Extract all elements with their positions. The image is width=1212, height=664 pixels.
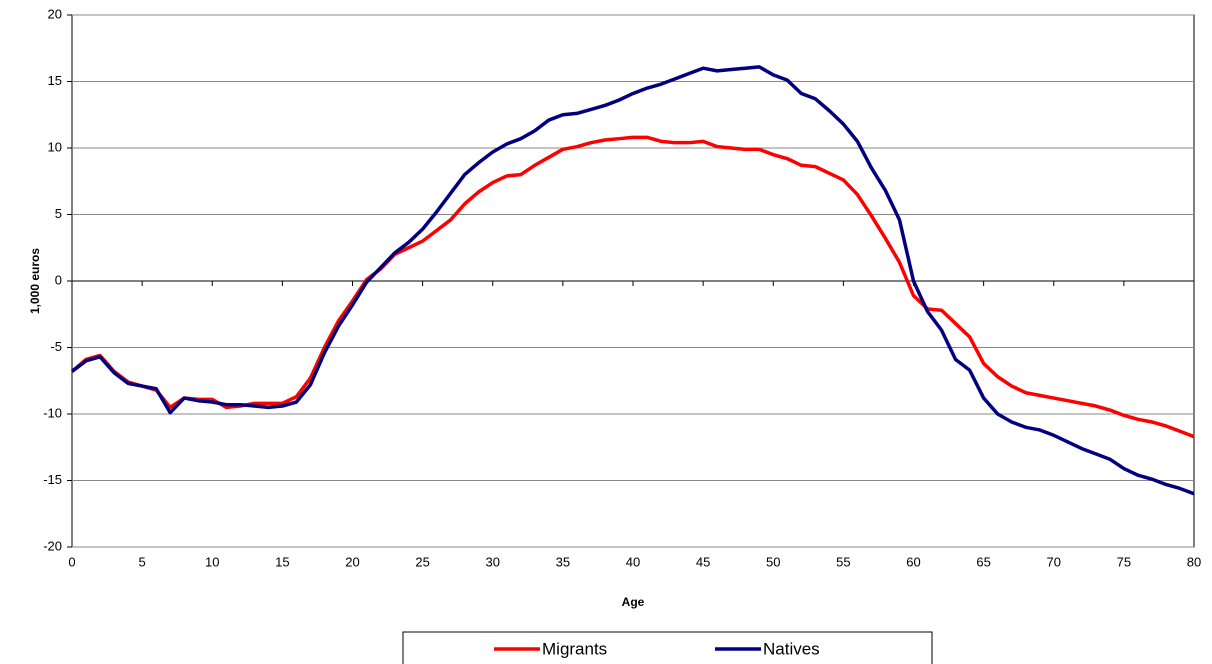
x-tick-label: 75 <box>1117 554 1131 569</box>
legend-box <box>402 631 933 664</box>
x-tick-label: 70 <box>1047 554 1061 569</box>
x-tick-label: 35 <box>556 554 570 569</box>
legend-label: Migrants <box>542 639 607 658</box>
y-axis-label: 1,000 euros <box>28 248 42 314</box>
x-tick-label: 15 <box>275 554 289 569</box>
x-tick-label: 25 <box>415 554 429 569</box>
x-tick-label: 45 <box>696 554 710 569</box>
y-tick-label: -5 <box>50 339 62 354</box>
x-tick-label: 10 <box>205 554 219 569</box>
x-tick-label: 80 <box>1187 554 1201 569</box>
x-tick-label: 55 <box>836 554 850 569</box>
y-tick-label: -15 <box>43 472 62 487</box>
y-tick-label: 5 <box>55 206 62 221</box>
series-line <box>70 65 1195 496</box>
x-tick-label: 20 <box>345 554 359 569</box>
x-tick-label: 40 <box>626 554 640 569</box>
x-tick-label: 30 <box>486 554 500 569</box>
x-tick-label: 65 <box>976 554 990 569</box>
legend-label: Natives <box>763 639 820 658</box>
x-tick-label: 50 <box>766 554 780 569</box>
y-tick-label: 10 <box>48 139 62 154</box>
y-tick-label: 0 <box>55 272 62 287</box>
y-tick-label: 20 <box>48 6 62 21</box>
x-axis-label: Age <box>622 595 645 609</box>
y-tick-label: 15 <box>48 73 62 88</box>
y-tick-label: -10 <box>43 405 62 420</box>
x-tick-label: 0 <box>68 554 75 569</box>
series-line <box>70 135 1195 439</box>
x-tick-label: 5 <box>139 554 146 569</box>
y-tick-label: -20 <box>43 538 62 553</box>
x-tick-label: 60 <box>906 554 920 569</box>
